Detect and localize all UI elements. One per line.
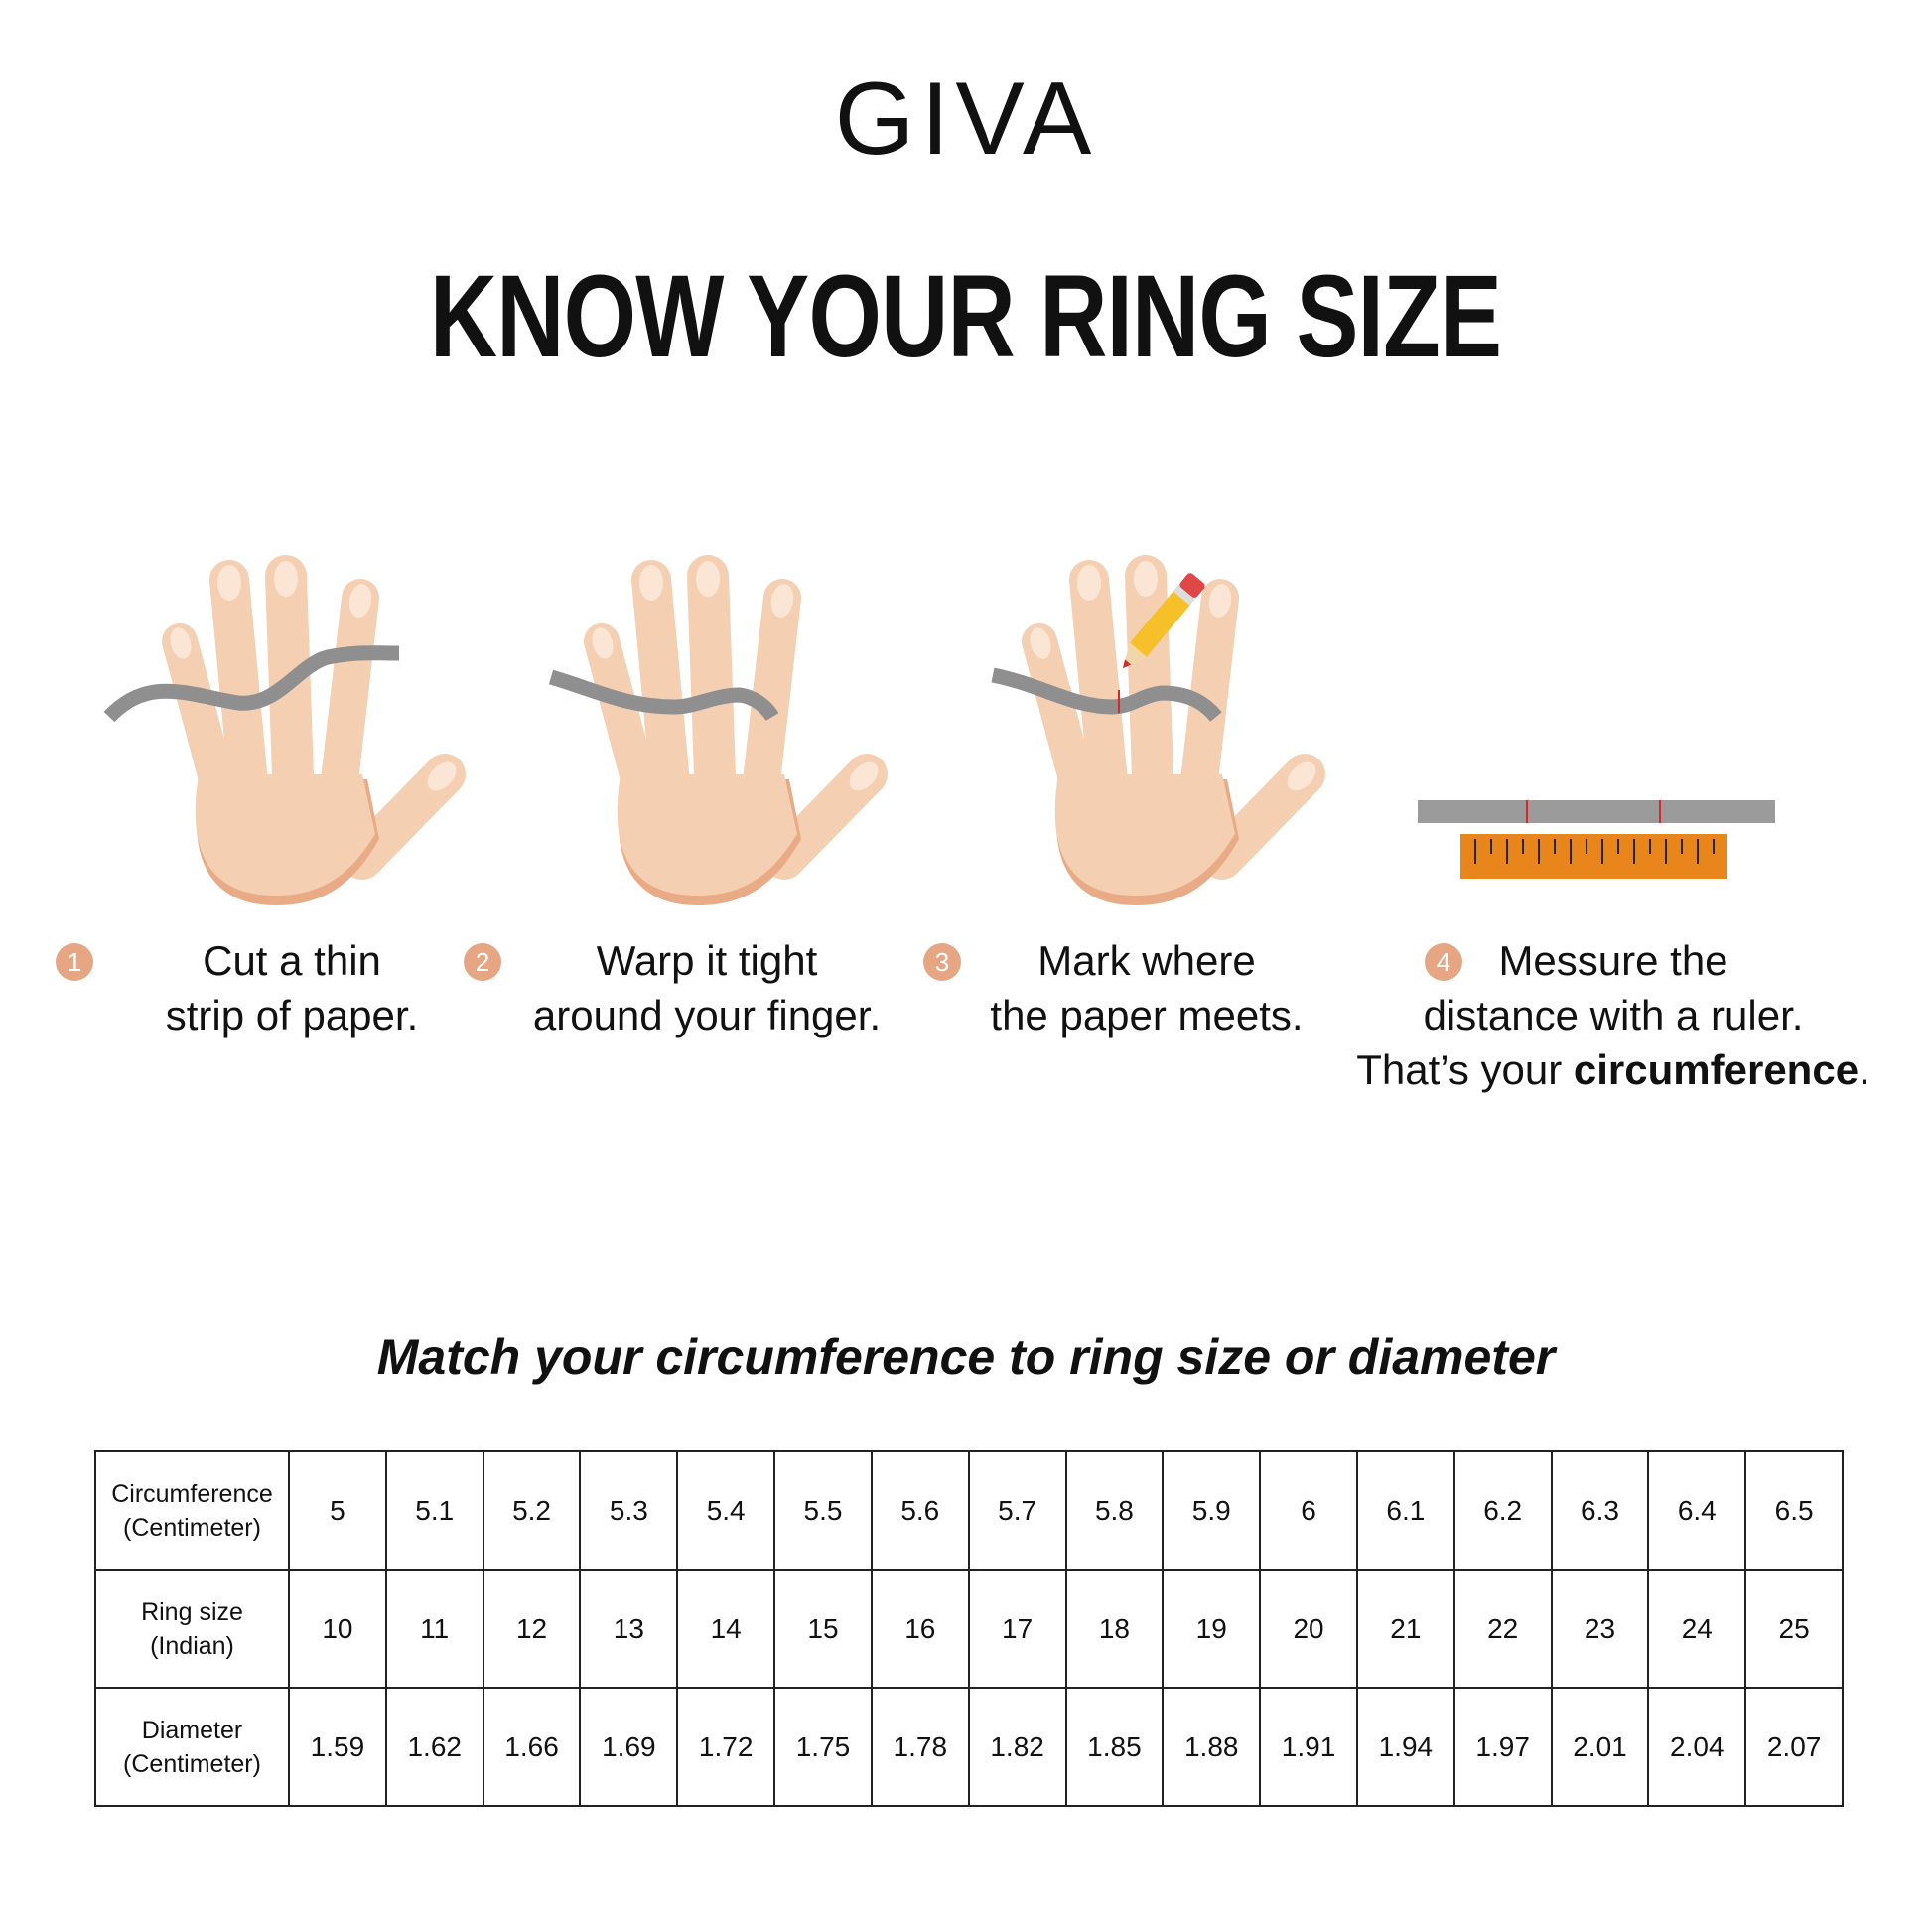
step-2-caption: 2 Warp it tight around your finger. xyxy=(464,933,935,1042)
table-cell: 1.88 xyxy=(1162,1687,1262,1807)
table-cell: 18 xyxy=(1064,1569,1165,1689)
table-cell: 5.5 xyxy=(773,1450,873,1571)
table-cell: 6.5 xyxy=(1744,1450,1844,1571)
step-2-badge: 2 xyxy=(464,943,501,981)
step-4-line3-suffix: . xyxy=(1859,1046,1870,1093)
table-cell: 5 xyxy=(288,1450,387,1571)
row-header-line2: (Centimeter) xyxy=(123,1513,261,1542)
table-cell: 6.3 xyxy=(1550,1450,1650,1571)
table-cell: 5.4 xyxy=(676,1450,776,1571)
hand-pencil-mark-icon xyxy=(991,561,1321,905)
step-4-line3-prefix: That’s your xyxy=(1356,1046,1574,1093)
row-header: Circumference (Centimeter) xyxy=(94,1450,290,1571)
table-cell: 17 xyxy=(967,1569,1067,1689)
circumference-emphasis: circumference xyxy=(1573,1046,1860,1093)
hand-with-paper-strip-icon xyxy=(103,561,462,905)
ring-size-table: Circumference (Centimeter) 5 5.1 5.2 5.3 5.4 5.… xyxy=(94,1450,1844,1807)
table-cell: 25 xyxy=(1744,1569,1844,1689)
table-cell: 6.1 xyxy=(1355,1450,1455,1571)
table-cell: 1.66 xyxy=(482,1687,582,1807)
table-cell: 5.3 xyxy=(579,1450,679,1571)
pencil-icon xyxy=(1122,573,1205,669)
table-cell: 2.07 xyxy=(1744,1687,1844,1807)
table-cell: 15 xyxy=(773,1569,873,1689)
row-header-line1: Diameter xyxy=(141,1716,243,1744)
table-cell: 2.04 xyxy=(1647,1687,1747,1807)
title-container: KNOW YOUR RING SIZE xyxy=(0,251,1932,382)
table-cell: 10 xyxy=(288,1569,387,1689)
table-cell: 1.62 xyxy=(384,1687,484,1807)
step-3-badge: 3 xyxy=(923,943,961,981)
table-cell: 14 xyxy=(676,1569,776,1689)
row-header: Diameter (Centimeter) xyxy=(94,1687,290,1807)
table-cell: 1.97 xyxy=(1452,1687,1553,1807)
row-header-line2: (Indian) xyxy=(150,1631,234,1660)
table-cell: 24 xyxy=(1647,1569,1747,1689)
step-4-line1: Messure the xyxy=(1498,937,1728,984)
ruler-icon xyxy=(1418,800,1775,879)
step-4-line3: That’s your circumference. xyxy=(1335,1042,1891,1097)
table-row: Diameter (Centimeter) 1.59 1.62 1.66 1.69 1.72… xyxy=(94,1687,1844,1807)
table-cell: 11 xyxy=(384,1569,484,1689)
table-cell: 13 xyxy=(579,1569,679,1689)
table-cell: 5.2 xyxy=(482,1450,582,1571)
table-cell: 2.01 xyxy=(1550,1687,1650,1807)
table-cell: 1.82 xyxy=(967,1687,1067,1807)
giva-logo: GIVA xyxy=(834,62,1098,177)
table-cell: 1.85 xyxy=(1064,1687,1165,1807)
table-cell: 6 xyxy=(1259,1450,1358,1571)
table-cell: 1.72 xyxy=(676,1687,776,1807)
table-cell: 19 xyxy=(1162,1569,1262,1689)
step-3-line1: Mark where xyxy=(1037,937,1256,984)
table-cell: 5.8 xyxy=(1064,1450,1165,1571)
row-header-line2: (Centimeter) xyxy=(123,1749,261,1778)
hand-paper-wrapped-finger-icon xyxy=(548,561,884,905)
step-1-line1: Cut a thin xyxy=(203,937,381,984)
table-row: Ring size (Indian) 10 11 12 13 14 15 16 17 18 19 20 2… xyxy=(94,1569,1844,1689)
table-cell: 12 xyxy=(482,1569,582,1689)
table-cell: 5.6 xyxy=(870,1450,970,1571)
table-row: Circumference (Centimeter) 5 5.1 5.2 5.3 5.4 5.… xyxy=(94,1450,1844,1571)
row-header-line1: Ring size xyxy=(141,1597,243,1626)
table-cell: 22 xyxy=(1452,1569,1553,1689)
table-cell: 6.2 xyxy=(1452,1450,1553,1571)
row-header: Ring size (Indian) xyxy=(94,1569,290,1689)
table-cell: 1.91 xyxy=(1259,1687,1358,1807)
step-2-line2: around your finger. xyxy=(532,992,882,1038)
table-cell: 23 xyxy=(1550,1569,1650,1689)
step-2-line1: Warp it tight xyxy=(596,937,818,984)
table-cell: 1.59 xyxy=(288,1687,387,1807)
step-3-line2: the paper meets. xyxy=(990,992,1304,1038)
step-1-badge: 1 xyxy=(56,943,93,981)
table-cell: 5.9 xyxy=(1162,1450,1262,1571)
table-cell: 5.1 xyxy=(384,1450,484,1571)
step-1-caption: 1 Cut a thin strip of paper. xyxy=(56,933,520,1042)
step-4-badge: 4 xyxy=(1425,943,1462,981)
table-cell: 20 xyxy=(1259,1569,1358,1689)
table-heading: Match your circumference to ring size or… xyxy=(376,1329,1556,1385)
table-cell: 5.7 xyxy=(967,1450,1067,1571)
table-cell: 16 xyxy=(870,1569,970,1689)
table-cell: 1.78 xyxy=(870,1687,970,1807)
row-header-line1: Circumference xyxy=(111,1479,273,1508)
table-cell: 21 xyxy=(1355,1569,1455,1689)
step-4-caption: 4 Messure the distance with a ruler. Tha… xyxy=(1335,933,1891,1097)
table-cell: 6.4 xyxy=(1647,1450,1747,1571)
step-4-line2: distance with a ruler. xyxy=(1423,992,1804,1038)
table-cell: 1.75 xyxy=(773,1687,873,1807)
table-cell: 1.69 xyxy=(579,1687,679,1807)
step-3-caption: 3 Mark where the paper meets. xyxy=(918,933,1375,1042)
page-title: KNOW YOUR RING SIZE xyxy=(430,251,1502,382)
step-1-line2: strip of paper. xyxy=(165,992,419,1038)
table-cell: 1.94 xyxy=(1355,1687,1455,1807)
